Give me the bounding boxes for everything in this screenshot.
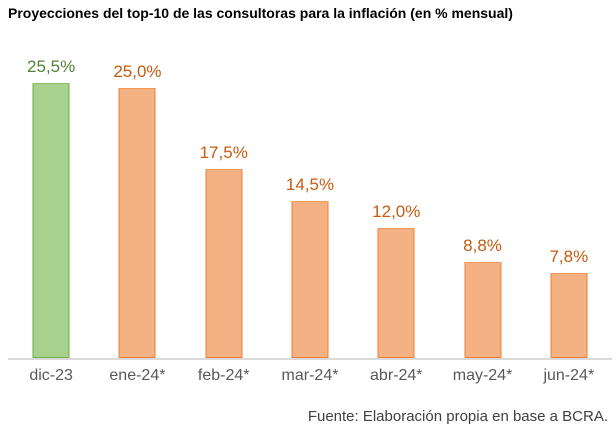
- x-axis-labels: dic-23 ene-24* feb-24* mar-24* abr-24* may-24…: [8, 367, 612, 385]
- value-label-abr-24*: 12,0%: [372, 202, 421, 221]
- chart-title: Proyecciones del top-10 de las consultor…: [8, 5, 513, 21]
- value-label-ene-24*: 25,0%: [113, 62, 162, 81]
- x-tick-label-dic-23: dic-23: [29, 367, 73, 384]
- bar-slot-jun-24*: 7,8%: [526, 0, 612, 358]
- value-label-may-24*: 8,8%: [463, 236, 502, 255]
- bar-jun-24*: [550, 273, 588, 358]
- source-note: Fuente: Elaboración propia en base a BCR…: [307, 408, 608, 425]
- x-tick-label-may-24*: may-24*: [452, 367, 513, 384]
- bar-ene-24*: [118, 88, 156, 358]
- bar-slot-feb-24*: 17,5%: [181, 0, 267, 358]
- value-label-feb-24*: 17,5%: [199, 143, 248, 162]
- bar-feb-24*: [205, 169, 243, 358]
- bar-mar-24*: [291, 201, 329, 358]
- x-tick-label-ene-24*: ene-24*: [109, 367, 166, 384]
- value-label-dic-23: 25,5%: [27, 57, 76, 76]
- x-tick-label-abr-24*: abr-24*: [370, 367, 423, 384]
- bar-slot-mar-24*: 14,5%: [267, 0, 353, 358]
- value-label-mar-24*: 14,5%: [285, 175, 335, 194]
- plot-area: 25,5% 25,0% 17,5% 14,5% 12,0% 8,8% 7,8%: [8, 0, 612, 358]
- x-tick-label-feb-24*: feb-24*: [197, 367, 250, 384]
- value-label-jun-24*: 7,8%: [549, 247, 589, 266]
- bar-abr-24*: [377, 228, 415, 358]
- bar-slot-abr-24*: 12,0%: [353, 0, 439, 358]
- x-tick-label-mar-24*: mar-24*: [281, 367, 339, 384]
- x-axis-line: [8, 358, 612, 360]
- bar-slot-ene-24*: 25,0%: [94, 0, 180, 358]
- bar-slot-may-24*: 8,8%: [439, 0, 525, 358]
- bar-slot-dic-23: 25,5%: [8, 0, 94, 358]
- bar-dic-23: [32, 83, 70, 358]
- bar-may-24*: [464, 262, 502, 358]
- x-tick-label-jun-24*: jun-24*: [543, 367, 595, 384]
